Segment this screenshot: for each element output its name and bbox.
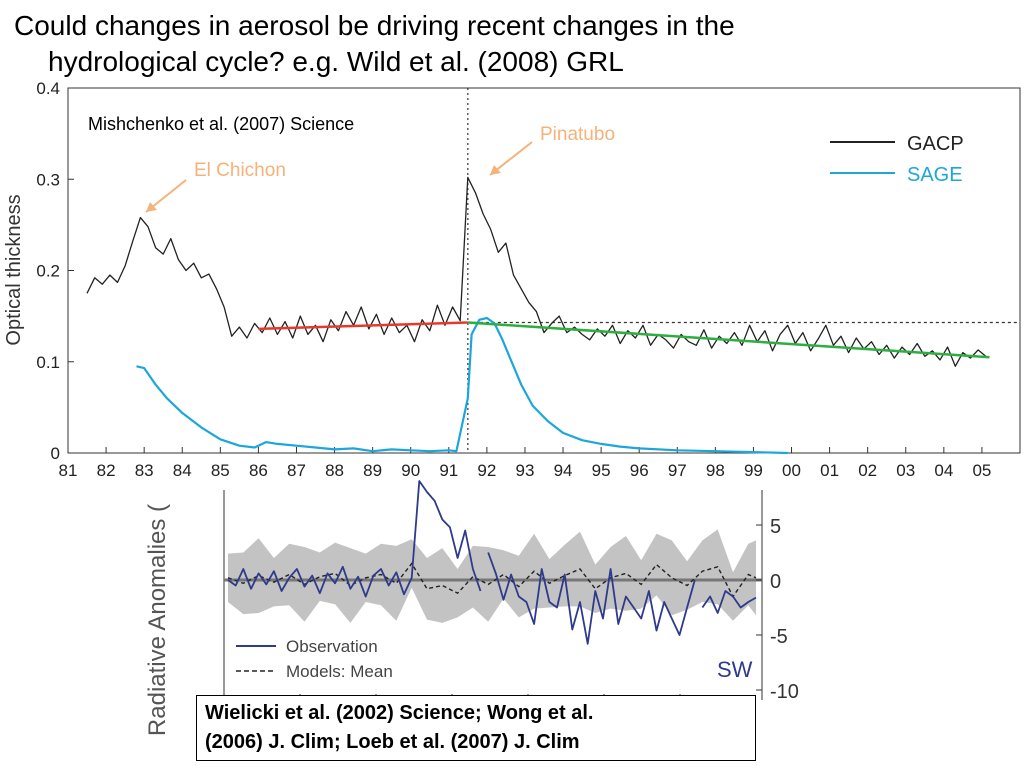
optical-thickness-chart: 0 0.1 0.2 0.3 0.4 81 82 83 84 85 86 87 88 89 90 91 92 93… (3, 79, 1021, 480)
sage-series-line (136, 316, 788, 455)
trend-before-line (258, 321, 468, 331)
top-x-tick-label: 93 (515, 461, 534, 480)
top-x-tick-label: 02 (858, 461, 877, 480)
top-x-tick-label: 99 (744, 461, 763, 480)
top-x-tick-label: 94 (554, 461, 573, 480)
top-x-tick-label: 05 (972, 461, 991, 480)
top-x-ticks: 81 82 83 84 85 86 87 88 89 90 91 92 93 94 95 96 97 98 99 00… (59, 447, 991, 480)
top-x-tick-label: 03 (896, 461, 915, 480)
top-x-tick-label: 86 (249, 461, 268, 480)
top-y-tick-label: 0.2 (36, 262, 60, 281)
bottom-y-tick-label: -10 (770, 681, 799, 703)
slide-title: Could changes in aerosol be driving rece… (14, 8, 1014, 80)
top-x-tick-label: 00 (782, 461, 801, 480)
observation-line (487, 552, 696, 645)
citation-box: Wielicki et al. (2002) Science; Wong et … (196, 695, 756, 761)
top-y-tick-label: 0.4 (36, 79, 60, 98)
slide-title-line-1: Could changes in aerosol be driving rece… (14, 10, 735, 41)
bottom-legend: Observation Models: Mean (236, 637, 393, 681)
top-x-tick-label: 82 (97, 461, 116, 480)
legend-observation-label: Observation (286, 637, 378, 656)
trend-after-line (467, 321, 990, 359)
top-legend: GACP SAGE (830, 133, 964, 186)
chart-subtitle: Mishchenko et al. (2007) Science (88, 114, 354, 134)
gacp-series-line (86, 176, 987, 367)
top-x-tick-label: 95 (592, 461, 611, 480)
legend-sage-label: SAGE (907, 164, 963, 186)
model-spread-band (228, 529, 756, 623)
radiative-anomalies-chart: Radiative Anomalies ( 5 0 -5 -10 Observatio… (144, 480, 799, 736)
top-x-tick-label: 01 (820, 461, 839, 480)
top-y-tick-label: 0.3 (36, 170, 60, 189)
top-x-tick-label: 81 (59, 461, 78, 480)
annotation-label: Pinatubo (540, 124, 615, 145)
top-x-tick-label: 92 (477, 461, 496, 480)
bottom-y-ticks: 5 0 -5 -10 (756, 516, 799, 703)
top-x-tick-label: 90 (401, 461, 420, 480)
sw-panel-label: SW (717, 657, 753, 682)
top-x-tick-label: 91 (439, 461, 458, 480)
citation-line-1: Wielicki et al. (2002) Science; Wong et … (205, 702, 594, 724)
models-mean-line (227, 562, 757, 598)
bottom-series-layer (227, 480, 757, 645)
bottom-y-tick-label: 5 (770, 516, 781, 538)
legend-gacp-label: GACP (907, 133, 964, 155)
top-x-tick-label: 97 (668, 461, 687, 480)
bottom-y-tick-label: 0 (770, 571, 781, 593)
observation-line (227, 480, 482, 598)
annotation-arrowhead (490, 165, 501, 175)
top-x-tick-label: 96 (630, 461, 649, 480)
top-y-tick-label: 0.1 (36, 353, 60, 372)
observation-line (701, 590, 757, 614)
top-x-tick-label: 88 (325, 461, 344, 480)
top-x-tick-label: 85 (211, 461, 230, 480)
annotation-label: El Chichon (194, 160, 286, 181)
top-x-tick-label: 87 (287, 461, 306, 480)
top-x-tick-label: 04 (934, 461, 953, 480)
citation-line-2: (2006) J. Clim; Loeb et al. (2007) J. Cl… (205, 731, 580, 753)
top-x-tick-label: 98 (706, 461, 725, 480)
event-annotations: El Chichon Pinatubo (145, 124, 615, 213)
top-y-tick-label: 0 (51, 444, 60, 463)
top-series-layer (86, 176, 990, 455)
top-y-ticks: 0 0.1 0.2 0.3 0.4 (36, 79, 74, 463)
slide-title-line-2: hydrological cycle? e.g. Wild et al. (20… (48, 46, 624, 77)
bottom-y-tick-label: -5 (770, 626, 788, 648)
top-x-tick-label: 84 (173, 461, 192, 480)
top-y-axis-label: Optical thickness (3, 194, 25, 345)
bottom-y-axis-label: Radiative Anomalies ( (144, 504, 171, 736)
legend-models-label: Models: Mean (286, 662, 393, 681)
annotation-arrowhead (146, 202, 157, 212)
top-x-tick-label: 83 (135, 461, 154, 480)
top-x-tick-label: 89 (363, 461, 382, 480)
